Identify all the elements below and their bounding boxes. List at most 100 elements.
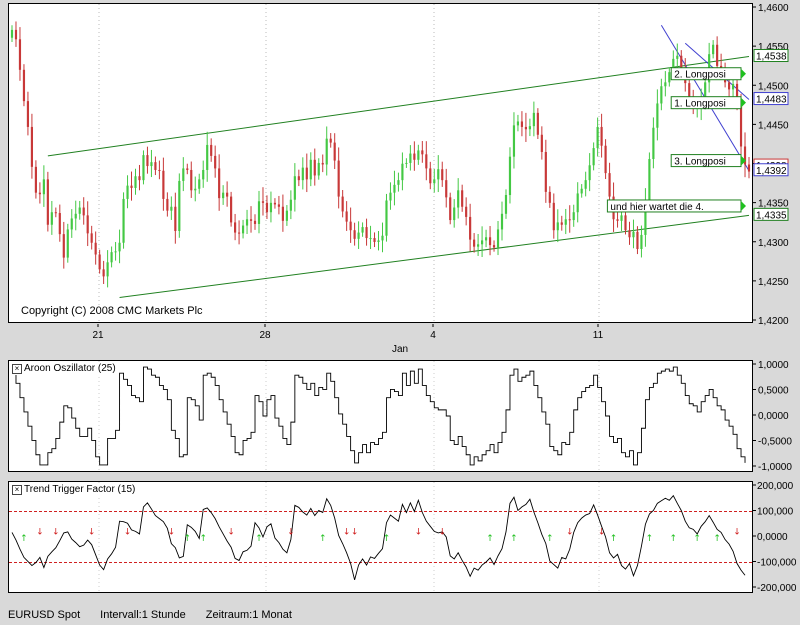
candle-body (461, 190, 464, 207)
candle-body (321, 162, 324, 165)
candle-body (544, 151, 547, 192)
candle-body (731, 83, 735, 90)
candle-body (118, 242, 121, 252)
candle-body (504, 195, 508, 214)
ttf-y-tick-label: -200,000 (757, 583, 797, 594)
price-chart[interactable]: 2. Longposi 1. Longposi 3. Longposi und hie… (9, 4, 752, 322)
candle-body (596, 126, 599, 149)
candle-body (194, 188, 197, 191)
copyright-label: Copyright (C) 2008 CMC Markets Plc (19, 305, 205, 317)
candle-body (317, 162, 320, 176)
candle-body (668, 72, 671, 83)
candle-body (727, 82, 731, 90)
ttf-buy-signal-arrow: ↑ (486, 534, 494, 544)
ttf-chart[interactable]: ↑↑↑↑↑↑↑↑↑↑↑↑↑↑↓↓↓↓↓↓↓↓↓↓↓↓↓↓↓↓ (9, 482, 752, 592)
candle-body (588, 165, 591, 181)
candle-body (508, 156, 512, 196)
ttf-y-tick-label: 200,000 (757, 481, 794, 492)
price-tag-label: 1,4538 (756, 52, 787, 63)
candle-body (214, 155, 217, 169)
candle-body (437, 169, 440, 180)
candle-body (98, 254, 101, 270)
candle-body (473, 239, 476, 247)
aroon-y-tick-label: 0,5000 (758, 386, 789, 397)
candle-body (568, 219, 571, 221)
price-tag-box (753, 92, 789, 106)
candle-body (632, 231, 635, 238)
ttf-buy-signal-arrow: ↑ (546, 534, 554, 544)
candle-body (90, 233, 93, 243)
annotation-1: 2. Longposi (670, 67, 746, 81)
candle-body (747, 164, 751, 172)
candle-body (54, 212, 57, 214)
candle-body (257, 201, 261, 224)
ttf-buy-signal-arrow: ↑ (255, 534, 263, 544)
candle-body (74, 213, 77, 219)
candle-body (158, 169, 161, 171)
annotation-text: und hier wartet die 4. (610, 202, 703, 213)
candle-body (552, 202, 555, 231)
candle-body (624, 215, 627, 231)
x-tick-label: 11 (593, 330, 604, 341)
candle-body (142, 155, 145, 181)
candle-body (301, 167, 304, 181)
ttf-y-tick-label: -100,000 (757, 558, 797, 569)
annotation-4: und hier wartet die 4. (606, 199, 746, 213)
candle-body (457, 190, 460, 208)
candle-body (465, 206, 468, 217)
candle-body (520, 121, 524, 127)
candle-body (516, 121, 520, 126)
candle-body (62, 234, 65, 258)
candle-body (640, 234, 643, 250)
aroon-chart[interactable] (9, 361, 752, 471)
candle-body (564, 219, 567, 225)
candle-body (524, 126, 527, 130)
candle-body (429, 168, 432, 184)
candle-body (110, 252, 113, 263)
ttf-series-line (11, 494, 746, 580)
candle-body (660, 86, 663, 104)
candle-body (636, 231, 639, 250)
candle-body (664, 82, 667, 87)
candle-body (477, 244, 480, 247)
candle-body (492, 245, 496, 248)
price-y-tick-label: 1,4450 (758, 120, 789, 131)
candle-body (166, 198, 169, 211)
lower-channel-line (119, 214, 750, 299)
annotation-3: 3. Longposi (670, 154, 746, 168)
candle-body (345, 211, 348, 222)
candle-body (289, 199, 292, 211)
candle-body (425, 154, 428, 169)
candle-body (285, 210, 288, 221)
status-interval: Intervall:1 Stunde (100, 608, 186, 621)
aroon-y-tick-label: 1,0000 (758, 360, 789, 371)
x-tick-label: 4 (430, 330, 436, 341)
ttf-sell-signal-arrow: ↓ (88, 528, 96, 538)
price-y-tick-label: 1,4550 (758, 42, 789, 53)
candle-body (106, 262, 109, 277)
candle-body (369, 238, 372, 240)
ttf-close-icon[interactable]: × (12, 485, 22, 495)
candle-body (449, 197, 452, 221)
ttf-buy-signal-arrow: ↑ (646, 534, 654, 544)
candle-body (656, 103, 659, 128)
candle-body (273, 202, 277, 205)
candle-body (150, 162, 153, 167)
price-tag-label: 1,4392 (756, 166, 787, 177)
candle-body (249, 219, 253, 221)
annotation-arrow (741, 155, 746, 166)
candle-body (548, 191, 551, 203)
candle-body (735, 83, 739, 105)
ttf-sell-signal-arrow: ↓ (733, 528, 741, 538)
ttf-sell-signal-arrow: ↓ (415, 528, 423, 538)
candle-body (720, 65, 723, 69)
candle-body (600, 126, 603, 146)
aroon-close-icon[interactable]: × (12, 364, 22, 374)
candle-body (480, 240, 484, 245)
candle-body (361, 227, 364, 233)
candle-body (42, 179, 45, 195)
price-tag-box (753, 49, 789, 63)
candle-body (78, 207, 81, 214)
candle-body (397, 180, 400, 185)
candle-body (608, 173, 611, 197)
